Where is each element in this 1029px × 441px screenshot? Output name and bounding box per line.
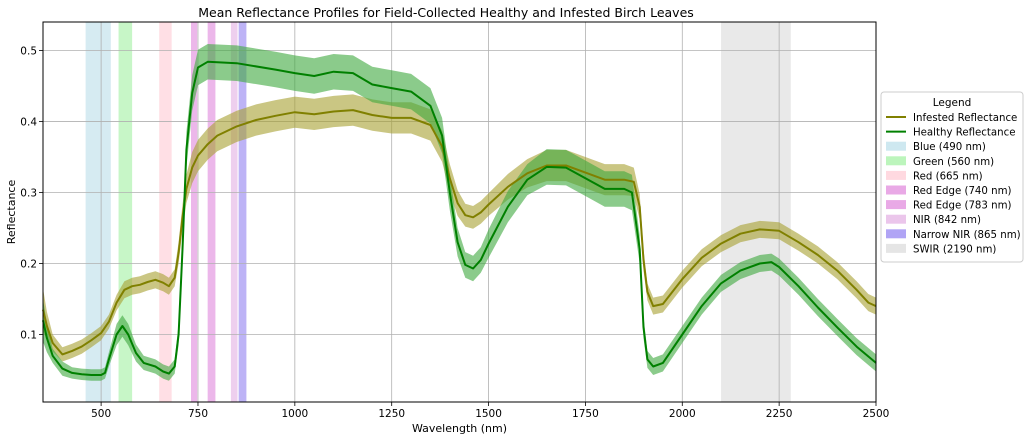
chart-title: Mean Reflectance Profiles for Field-Coll…: [198, 5, 694, 20]
band-3: [191, 22, 198, 402]
band-1: [118, 22, 133, 402]
y-tick-label: 0.5: [20, 45, 37, 57]
legend-patch-swatch: [886, 170, 906, 180]
x-tick-label: 2000: [669, 408, 696, 420]
x-tick-label: 500: [91, 408, 111, 420]
legend-label: Narrow NIR (865 nm): [913, 230, 1021, 241]
y-axis-ticks: 0.1 0.2 0.3 0.4 0.5: [20, 45, 43, 342]
x-tick-label: 1500: [475, 408, 502, 420]
legend-title: Legend: [933, 97, 972, 109]
legend-label: Green (560 nm): [913, 157, 994, 168]
x-tick-label: 1750: [572, 408, 599, 420]
y-tick-label: 0.4: [20, 116, 37, 128]
legend-label: Red Edge (740 nm): [913, 186, 1012, 197]
band-5: [230, 22, 238, 402]
band-2: [159, 22, 172, 402]
legend-patch-swatch: [886, 185, 906, 195]
band-4: [207, 22, 216, 402]
band-6: [238, 22, 247, 402]
legend-label: Red Edge (783 nm): [913, 201, 1012, 212]
std-bands: [43, 44, 876, 381]
legend-patch-swatch: [886, 214, 906, 224]
x-tick-label: 2250: [766, 408, 793, 420]
x-axis-ticks: 500 750 1000 1250 1500 1750 2000 2250 2500: [91, 402, 889, 420]
legend-label: NIR (842 nm): [913, 215, 981, 226]
legend-label: Healthy Reflectance: [913, 128, 1015, 139]
series-lines: [42, 60, 877, 376]
spectral-bands: [85, 22, 791, 402]
std-band-0: [43, 94, 876, 362]
series-line-0: [42, 109, 877, 356]
x-tick-label: 750: [188, 408, 208, 420]
legend: Legend Infested Reflectance Healthy Refle…: [880, 91, 1024, 263]
legend-patch-swatch: [886, 200, 906, 210]
legend-patch-swatch: [886, 156, 906, 166]
band-7: [721, 22, 791, 402]
legend-label: Red (665 nm): [913, 171, 983, 182]
x-tick-label: 1250: [378, 408, 405, 420]
y-tick-label: 0.2: [20, 258, 37, 270]
legend-label: Infested Reflectance: [913, 113, 1017, 124]
x-tick-label: 1000: [281, 408, 308, 420]
legend-patch-swatch: [886, 243, 906, 253]
series-line-1: [42, 60, 877, 376]
y-axis-label: Reflectance: [5, 180, 18, 245]
x-axis-label: Wavelength (nm): [412, 422, 507, 435]
legend-items: Infested Reflectance Healthy Reflectance B…: [886, 113, 1021, 255]
legend-patch-swatch: [886, 141, 906, 151]
legend-patch-swatch: [886, 229, 906, 239]
y-tick-label: 0.3: [20, 187, 37, 199]
x-tick-label: 2500: [863, 408, 890, 420]
legend-label: SWIR (2190 nm): [913, 244, 996, 255]
y-tick-label: 0.1: [20, 330, 37, 342]
legend-label: Blue (490 nm): [913, 142, 986, 153]
legend-box: [880, 91, 1024, 263]
plot-frame: [42, 21, 877, 403]
